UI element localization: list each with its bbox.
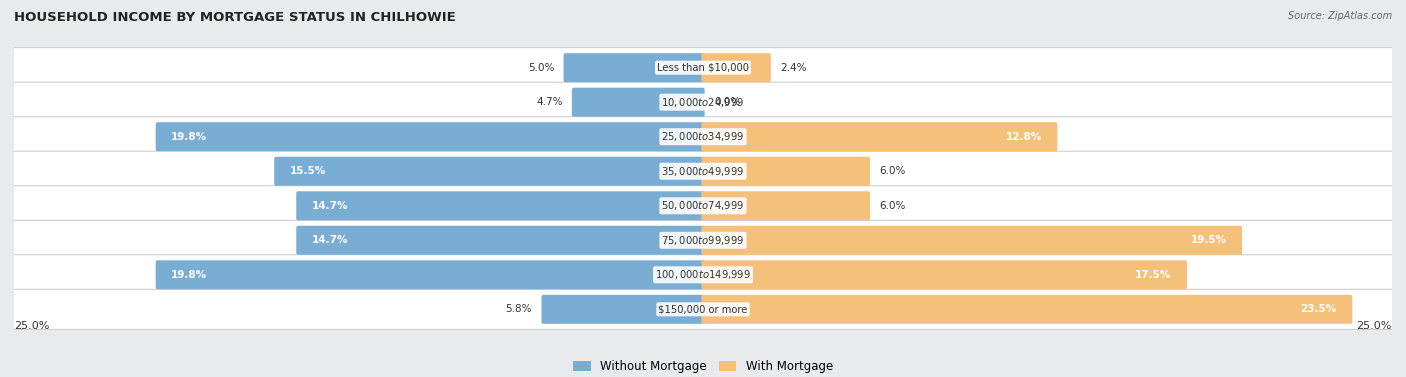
- FancyBboxPatch shape: [156, 122, 704, 151]
- FancyBboxPatch shape: [4, 151, 1402, 191]
- Text: 15.5%: 15.5%: [290, 166, 326, 176]
- FancyBboxPatch shape: [572, 88, 704, 117]
- Text: 0.0%: 0.0%: [714, 97, 741, 107]
- Text: $25,000 to $34,999: $25,000 to $34,999: [661, 130, 745, 143]
- FancyBboxPatch shape: [702, 295, 1353, 324]
- Text: 14.7%: 14.7%: [312, 201, 349, 211]
- Text: 23.5%: 23.5%: [1301, 304, 1337, 314]
- Text: 17.5%: 17.5%: [1135, 270, 1171, 280]
- Text: Less than $10,000: Less than $10,000: [657, 63, 749, 73]
- Text: 12.8%: 12.8%: [1005, 132, 1042, 142]
- FancyBboxPatch shape: [702, 260, 1187, 289]
- FancyBboxPatch shape: [702, 122, 1057, 151]
- FancyBboxPatch shape: [564, 53, 704, 82]
- Text: $10,000 to $24,999: $10,000 to $24,999: [661, 96, 745, 109]
- FancyBboxPatch shape: [702, 226, 1241, 255]
- FancyBboxPatch shape: [702, 53, 770, 82]
- Text: $50,000 to $74,999: $50,000 to $74,999: [661, 199, 745, 212]
- FancyBboxPatch shape: [702, 191, 870, 220]
- FancyBboxPatch shape: [156, 260, 704, 289]
- FancyBboxPatch shape: [297, 226, 704, 255]
- Text: HOUSEHOLD INCOME BY MORTGAGE STATUS IN CHILHOWIE: HOUSEHOLD INCOME BY MORTGAGE STATUS IN C…: [14, 11, 456, 24]
- Text: 25.0%: 25.0%: [1357, 321, 1392, 331]
- FancyBboxPatch shape: [4, 117, 1402, 157]
- FancyBboxPatch shape: [4, 255, 1402, 295]
- FancyBboxPatch shape: [4, 186, 1402, 226]
- FancyBboxPatch shape: [541, 295, 704, 324]
- Text: $100,000 to $149,999: $100,000 to $149,999: [655, 268, 751, 281]
- Text: 19.8%: 19.8%: [172, 270, 207, 280]
- Text: 19.5%: 19.5%: [1191, 235, 1226, 245]
- FancyBboxPatch shape: [4, 220, 1402, 260]
- Text: 5.8%: 5.8%: [506, 304, 531, 314]
- Text: 25.0%: 25.0%: [14, 321, 49, 331]
- FancyBboxPatch shape: [4, 289, 1402, 329]
- FancyBboxPatch shape: [297, 191, 704, 220]
- FancyBboxPatch shape: [274, 157, 704, 186]
- Text: $35,000 to $49,999: $35,000 to $49,999: [661, 165, 745, 178]
- Text: $75,000 to $99,999: $75,000 to $99,999: [661, 234, 745, 247]
- Legend: Without Mortgage, With Mortgage: Without Mortgage, With Mortgage: [568, 355, 838, 377]
- Text: 6.0%: 6.0%: [879, 201, 905, 211]
- Text: Source: ZipAtlas.com: Source: ZipAtlas.com: [1288, 11, 1392, 21]
- Text: 4.7%: 4.7%: [536, 97, 562, 107]
- Text: 5.0%: 5.0%: [527, 63, 554, 73]
- FancyBboxPatch shape: [4, 82, 1402, 122]
- Text: 14.7%: 14.7%: [312, 235, 349, 245]
- FancyBboxPatch shape: [4, 48, 1402, 88]
- Text: 2.4%: 2.4%: [780, 63, 807, 73]
- Text: $150,000 or more: $150,000 or more: [658, 304, 748, 314]
- Text: 6.0%: 6.0%: [879, 166, 905, 176]
- FancyBboxPatch shape: [702, 157, 870, 186]
- Text: 19.8%: 19.8%: [172, 132, 207, 142]
